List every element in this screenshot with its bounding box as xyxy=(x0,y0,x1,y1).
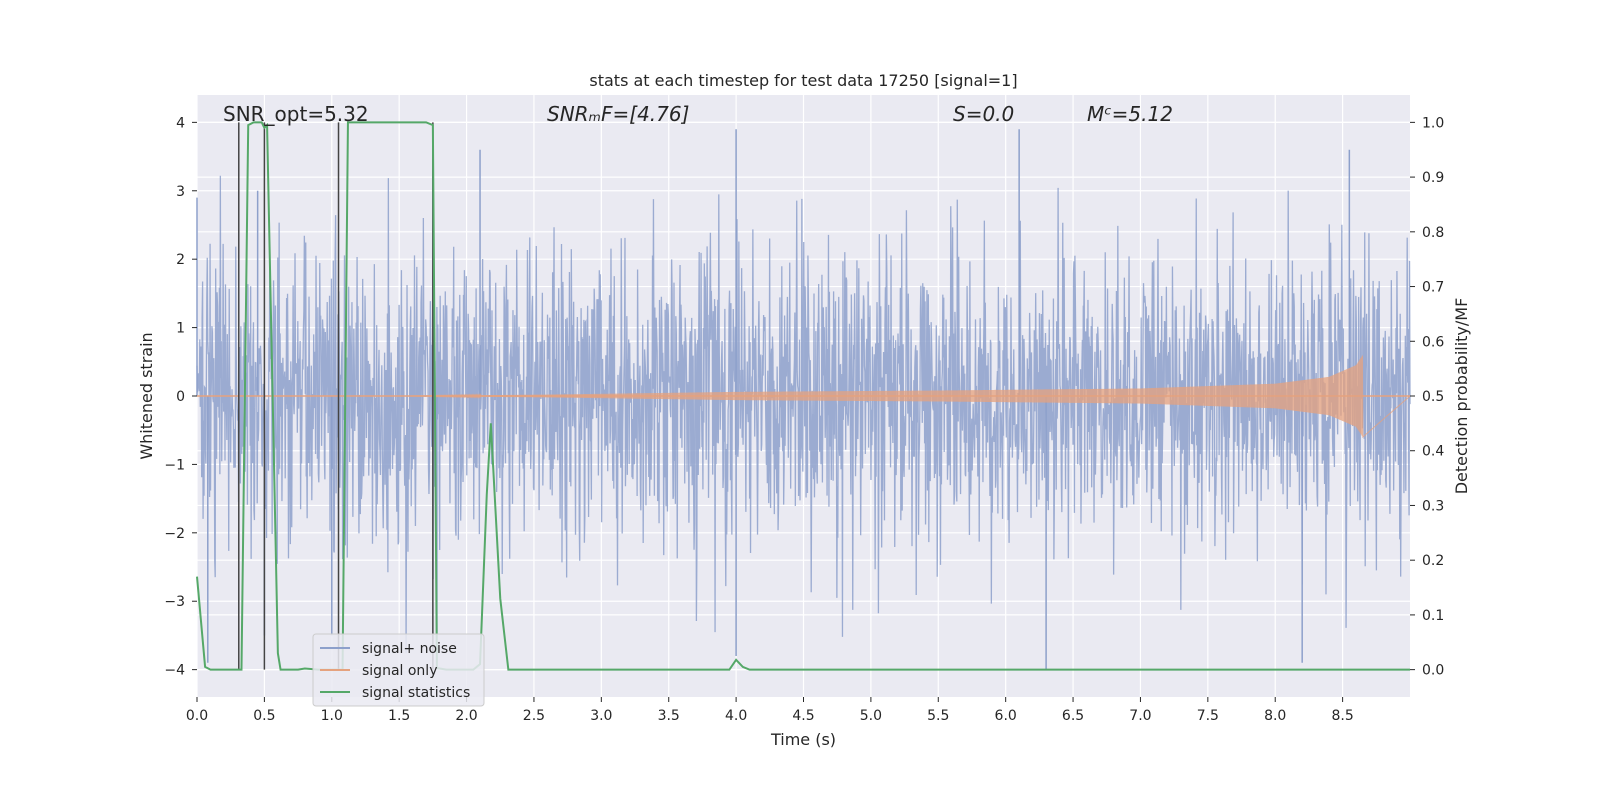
y-left-axis-label: Whitened strain xyxy=(137,332,156,459)
y-left-tick-label: −3 xyxy=(164,594,185,610)
legend: signal+ noise signal only signal statist… xyxy=(312,633,485,707)
y-right-tick-label: 0.6 xyxy=(1422,334,1444,350)
y-right-tick-label: 0.8 xyxy=(1422,225,1444,241)
x-axis-ticks: 0.0 0.5 1.0 1.5 2.0 2.5 3.0 3.5 4.0 4.5 5.0 5.5 6.0 6… xyxy=(186,697,1354,724)
y-left-tick-label: 0 xyxy=(176,389,185,405)
x-tick-label: 6.0 xyxy=(995,708,1017,724)
x-tick-label: 2.5 xyxy=(523,708,545,724)
y-right-axis-ticks: 1.0 0.9 0.8 0.7 0.6 0.5 0.4 0.3 0.2 0.1 0.0 xyxy=(1410,115,1444,679)
x-tick-label: 4.5 xyxy=(792,708,814,724)
x-tick-label: 7.5 xyxy=(1197,708,1219,724)
y-right-axis-label: Detection probability/MF xyxy=(1452,298,1471,495)
y-right-tick-label: 0.3 xyxy=(1422,498,1444,514)
signal-statistics-line xyxy=(196,121,1410,671)
x-tick-label: 1.0 xyxy=(321,708,343,724)
x-tick-label: 3.0 xyxy=(590,708,612,724)
annotation-snr-opt: SNR_opt=5.32 xyxy=(223,102,369,126)
y-right-tick-label: 1.0 xyxy=(1422,115,1444,131)
x-tick-label: 3.5 xyxy=(658,708,680,724)
y-left-tick-label: 2 xyxy=(176,252,185,268)
chart-title: stats at each timestep for test data 172… xyxy=(589,71,1017,90)
y-left-tick-label: −2 xyxy=(164,526,185,542)
y-left-tick-label: 3 xyxy=(176,184,185,200)
x-tick-label: 0.5 xyxy=(253,708,275,724)
legend-box xyxy=(312,633,485,707)
y-right-tick-label: 0.5 xyxy=(1422,389,1444,405)
x-tick-label: 6.5 xyxy=(1062,708,1084,724)
legend-label-signal-statistics: signal statistics xyxy=(362,685,470,701)
y-right-tick-label: 0.1 xyxy=(1422,608,1444,624)
y-left-tick-label: −4 xyxy=(164,663,185,679)
signal-statistics-series xyxy=(196,121,1410,671)
x-tick-label: 8.0 xyxy=(1264,708,1286,724)
x-tick-label: 2.0 xyxy=(455,708,477,724)
y-right-tick-label: 0.9 xyxy=(1422,170,1444,186)
annotation-snr-mf: SNRₘF=[4.76] xyxy=(547,102,689,126)
legend-label-signal-only: signal only xyxy=(362,663,437,679)
x-tick-label: 1.5 xyxy=(388,708,410,724)
x-tick-label: 8.5 xyxy=(1331,708,1353,724)
annotation-mc-value: Mᶜ=5.12 xyxy=(1087,102,1173,126)
y-right-tick-label: 0.0 xyxy=(1422,663,1444,679)
x-tick-label: 5.0 xyxy=(860,708,882,724)
x-tick-label: 5.5 xyxy=(927,708,949,724)
annotation-s-value: S=0.0 xyxy=(953,102,1014,126)
legend-label-signal-noise: signal+ noise xyxy=(362,641,457,657)
x-tick-label: 7.0 xyxy=(1129,708,1151,724)
signal-only-series xyxy=(197,355,1411,439)
y-right-tick-label: 0.2 xyxy=(1422,553,1444,569)
y-left-axis-ticks: 4 3 2 1 0 −1 −2 −3 −4 xyxy=(164,115,197,679)
signal-plus-noise-line xyxy=(196,175,1411,654)
y-left-tick-label: −1 xyxy=(164,457,185,473)
x-tick-label: 4.0 xyxy=(725,708,747,724)
y-right-tick-label: 0.7 xyxy=(1422,280,1444,296)
y-left-tick-label: 1 xyxy=(176,321,185,337)
y-right-tick-label: 0.4 xyxy=(1422,444,1444,460)
y-left-tick-label: 4 xyxy=(176,115,185,131)
x-tick-label: 0.0 xyxy=(186,708,208,724)
x-axis-label: Time (s) xyxy=(770,730,836,749)
